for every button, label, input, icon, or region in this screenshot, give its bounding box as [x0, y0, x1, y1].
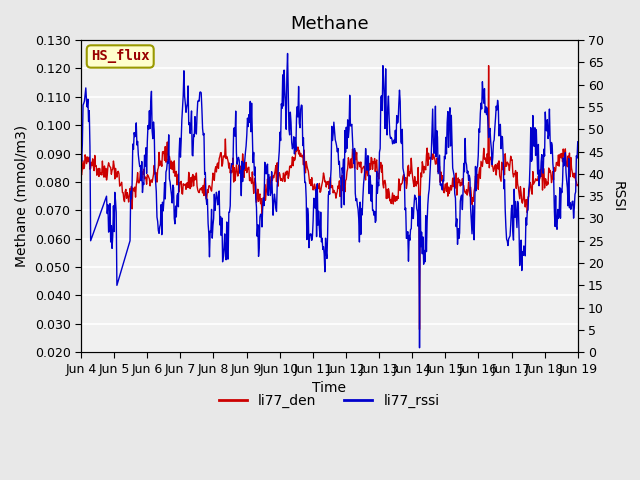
li77_rssi [188, 108, 195, 114]
Line: li77_rssi: li77_rssi [81, 53, 578, 348]
li77_den [86, 167, 94, 172]
Text: HS_flux: HS_flux [91, 49, 150, 63]
li77_rssi [86, 144, 94, 150]
li77_rssi [284, 50, 291, 56]
li77_rssi [137, 178, 145, 183]
li77_den [389, 201, 397, 207]
Title: Methane: Methane [290, 15, 369, 33]
li77_den [416, 327, 424, 333]
li77_rssi [214, 202, 221, 208]
li77_rssi [404, 258, 412, 264]
X-axis label: Time: Time [312, 381, 346, 395]
Legend: li77_den, li77_rssi: li77_den, li77_rssi [214, 389, 445, 414]
li77_rssi [77, 144, 85, 150]
li77_den [404, 164, 412, 170]
li77_den [188, 184, 195, 190]
Line: li77_den: li77_den [81, 66, 578, 330]
li77_den [574, 182, 582, 188]
Y-axis label: Methane (mmol/m3): Methane (mmol/m3) [15, 125, 29, 267]
Y-axis label: RSSI: RSSI [611, 180, 625, 212]
li77_den [214, 160, 221, 166]
li77_den [77, 170, 85, 176]
li77_rssi [416, 345, 424, 351]
li77_den [484, 63, 492, 69]
li77_rssi [390, 137, 398, 143]
li77_den [137, 171, 145, 177]
li77_rssi [574, 139, 582, 144]
